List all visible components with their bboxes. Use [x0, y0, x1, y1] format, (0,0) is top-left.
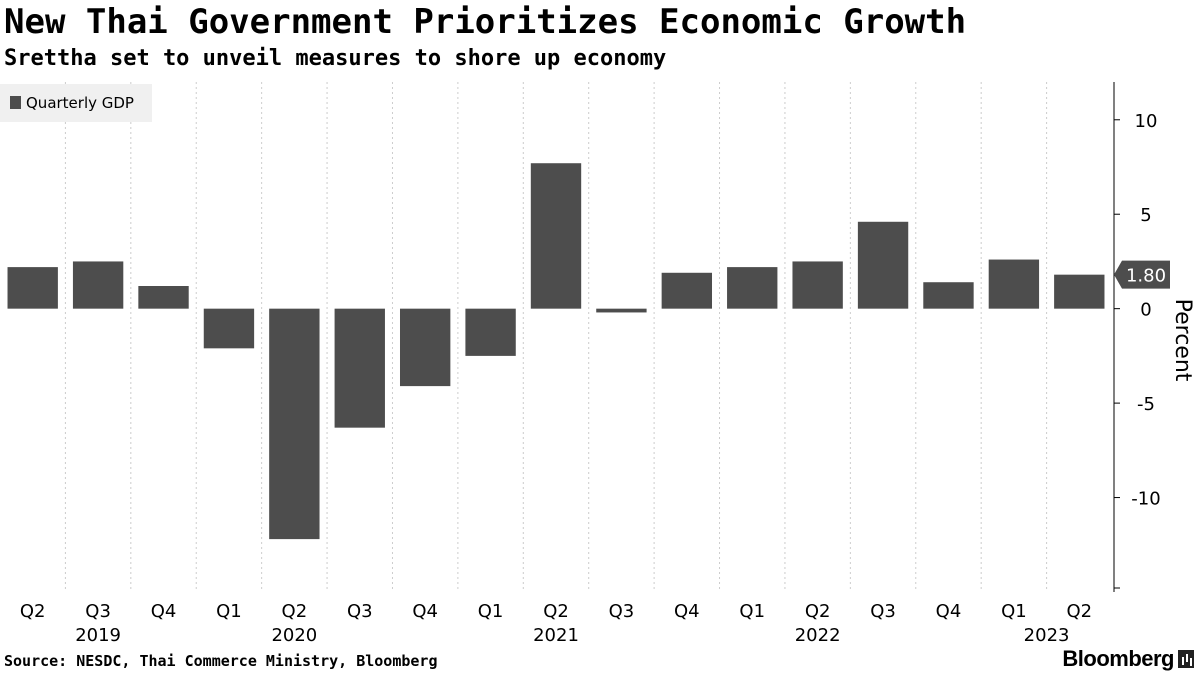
bar-q1-3[interactable]: [203, 308, 255, 349]
x-year-label: 2021: [533, 625, 579, 646]
x-tick-label: Q2: [543, 601, 569, 622]
source-note: Source: NESDC, Thai Commerce Ministry, B…: [4, 652, 438, 670]
x-tick-label: Q3: [85, 601, 111, 622]
bar-q2-12[interactable]: [792, 261, 843, 309]
bar-q1-15[interactable]: [988, 259, 1040, 309]
last-value-marker: 1.80: [1114, 260, 1170, 289]
x-axis-labels: Q2 Q3 Q4 Q1 Q2 Q3 Q4 Q1 Q2 Q3 Q4 Q1 Q2 Q3 Q4 Q1 Q2 2019 20…: [20, 601, 1092, 646]
x-year-label: 2019: [75, 625, 121, 646]
bars-layer: [7, 163, 1105, 540]
bar-q4-2[interactable]: [138, 286, 189, 309]
x-tick-label: Q4: [936, 601, 962, 622]
bar-q3-1[interactable]: [72, 261, 124, 309]
y-tick-label: -10: [1131, 489, 1160, 510]
x-tick-label: Q2: [805, 601, 831, 622]
legend-label-quarterly-gdp: Quarterly GDP: [26, 94, 134, 112]
legend-swatch: [10, 96, 21, 109]
chart-subtitle: Srettha set to unveil measures to shore …: [4, 46, 667, 71]
legend[interactable]: Quarterly GDP: [0, 84, 152, 122]
bar-q3-5[interactable]: [334, 308, 385, 428]
y-tick-label: 5: [1140, 205, 1151, 226]
x-year-label: 2023: [1024, 625, 1070, 646]
bar-q4-14[interactable]: [923, 282, 974, 309]
bar-q2-16[interactable]: [1054, 274, 1105, 309]
x-tick-label: Q3: [347, 601, 373, 622]
y-axis: 10 5 0 -5 -10: [1113, 82, 1161, 592]
x-tick-label: Q2: [20, 601, 46, 622]
x-tick-label: Q3: [870, 601, 896, 622]
y-tick-label: 0: [1140, 300, 1151, 321]
bar-q1-11[interactable]: [727, 267, 778, 309]
last-value-label: 1.80: [1126, 266, 1166, 287]
x-tick-label: Q4: [674, 601, 700, 622]
last-value-background: [1114, 260, 1170, 289]
legend-background: [0, 84, 152, 122]
x-tick-label: Q4: [412, 601, 438, 622]
x-tick-label: Q1: [478, 601, 504, 622]
x-year-label: 2022: [795, 625, 841, 646]
y-axis-title: Percent: [1170, 299, 1195, 382]
bar-q4-6[interactable]: [399, 308, 451, 387]
bar-q3-13[interactable]: [857, 221, 909, 309]
bar-q2-0[interactable]: [7, 267, 58, 309]
x-tick-label: Q1: [739, 601, 765, 622]
chart-title: New Thai Government Prioritizes Economic…: [4, 2, 967, 42]
bloomberg-chart-icon: [1178, 650, 1194, 668]
bar-q2-8[interactable]: [530, 163, 582, 309]
x-tick-label: Q3: [609, 601, 635, 622]
brand-wordmark: Bloomberg: [1062, 646, 1174, 671]
x-tick-label: Q2: [282, 601, 308, 622]
x-tick-label: Q4: [151, 601, 177, 622]
bar-q4-10[interactable]: [661, 272, 713, 309]
y-tick-label: 10: [1135, 111, 1158, 132]
bar-q1-7[interactable]: [465, 308, 516, 356]
x-year-label: 2020: [271, 625, 317, 646]
grid-layer: [64, 82, 1048, 592]
x-tick-label: Q2: [1066, 601, 1092, 622]
bar-q2-4[interactable]: [269, 308, 320, 540]
x-tick-label: Q1: [1001, 601, 1027, 622]
x-tick-label: Q1: [216, 601, 242, 622]
bar-q3-9[interactable]: [596, 308, 647, 313]
bloomberg-logo: Bloomberg: [1062, 646, 1194, 672]
y-tick-label: -5: [1137, 394, 1155, 415]
